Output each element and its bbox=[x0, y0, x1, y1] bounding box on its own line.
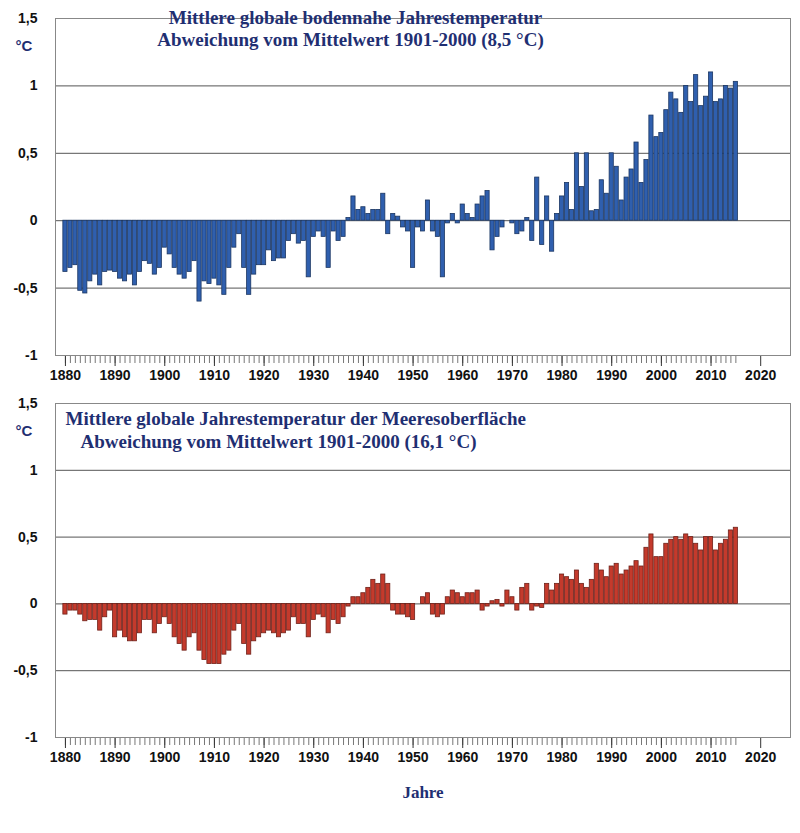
svg-text:1910: 1910 bbox=[199, 367, 230, 383]
svg-text:1880: 1880 bbox=[50, 749, 81, 765]
svg-text:°C: °C bbox=[16, 37, 33, 54]
svg-text:1970: 1970 bbox=[497, 749, 528, 765]
svg-text:-0,5: -0,5 bbox=[13, 280, 37, 296]
svg-text:1890: 1890 bbox=[100, 749, 131, 765]
svg-text:1910: 1910 bbox=[199, 749, 230, 765]
svg-text:2020: 2020 bbox=[745, 367, 776, 383]
svg-text:Abweichung vom Mittelwert 1901: Abweichung vom Mittelwert 1901-2000 (8,5… bbox=[157, 29, 543, 51]
svg-text:°C: °C bbox=[16, 422, 33, 439]
svg-text:1900: 1900 bbox=[149, 367, 180, 383]
svg-text:1950: 1950 bbox=[397, 749, 428, 765]
svg-text:1930: 1930 bbox=[298, 367, 329, 383]
svg-text:2020: 2020 bbox=[745, 749, 776, 765]
svg-text:1940: 1940 bbox=[348, 749, 379, 765]
svg-text:Mittlere globale Jahrestempera: Mittlere globale Jahrestemperatur der Me… bbox=[66, 408, 526, 429]
svg-text:1990: 1990 bbox=[596, 749, 627, 765]
svg-text:1980: 1980 bbox=[546, 749, 577, 765]
svg-text:1960: 1960 bbox=[447, 367, 478, 383]
svg-text:1980: 1980 bbox=[546, 367, 577, 383]
svg-text:1940: 1940 bbox=[348, 367, 379, 383]
svg-text:Mittlere globale bodennahe Jah: Mittlere globale bodennahe Jahrestempera… bbox=[169, 7, 543, 28]
svg-text:1: 1 bbox=[30, 462, 38, 478]
svg-text:1,5: 1,5 bbox=[18, 10, 38, 26]
svg-text:1920: 1920 bbox=[249, 367, 280, 383]
svg-text:1880: 1880 bbox=[50, 367, 81, 383]
svg-text:-0,5: -0,5 bbox=[13, 662, 37, 678]
svg-text:-1: -1 bbox=[25, 729, 38, 745]
svg-text:Abweichung vom Mittelwert 1901: Abweichung vom Mittelwert 1901-2000 (16,… bbox=[81, 431, 477, 453]
svg-text:1950: 1950 bbox=[397, 367, 428, 383]
svg-text:0,5: 0,5 bbox=[18, 145, 38, 161]
svg-text:0,5: 0,5 bbox=[18, 529, 38, 545]
svg-text:1920: 1920 bbox=[249, 749, 280, 765]
svg-text:-1: -1 bbox=[25, 347, 38, 363]
svg-text:1900: 1900 bbox=[149, 749, 180, 765]
svg-text:2010: 2010 bbox=[695, 749, 726, 765]
svg-text:2000: 2000 bbox=[646, 749, 677, 765]
svg-text:1: 1 bbox=[30, 77, 38, 93]
svg-text:0: 0 bbox=[30, 595, 38, 611]
svg-text:0: 0 bbox=[30, 212, 38, 228]
svg-text:1,5: 1,5 bbox=[18, 395, 38, 411]
svg-text:1970: 1970 bbox=[497, 367, 528, 383]
svg-text:1960: 1960 bbox=[447, 749, 478, 765]
svg-text:1990: 1990 bbox=[596, 367, 627, 383]
svg-text:1890: 1890 bbox=[100, 367, 131, 383]
svg-text:1930: 1930 bbox=[298, 749, 329, 765]
svg-text:2010: 2010 bbox=[695, 367, 726, 383]
svg-text:2000: 2000 bbox=[646, 367, 677, 383]
svg-text:Jahre: Jahre bbox=[402, 783, 444, 802]
